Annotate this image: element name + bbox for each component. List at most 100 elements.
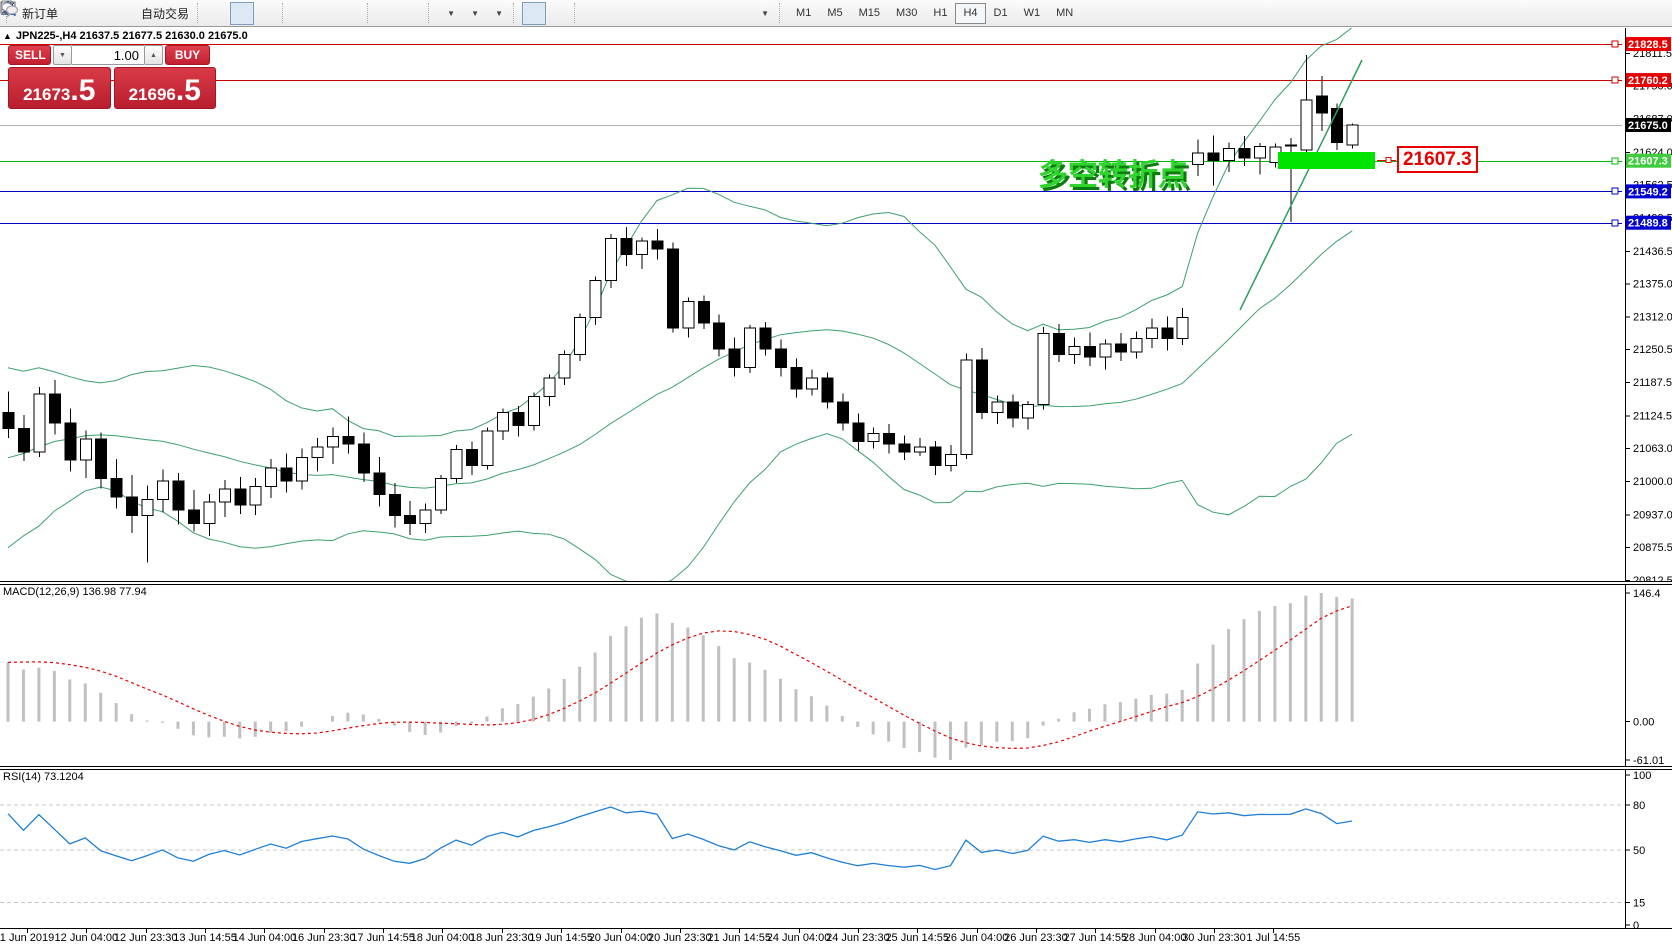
candle	[744, 324, 757, 373]
line-handle[interactable]	[1611, 157, 1619, 165]
trendline-tool-button[interactable]	[1, 2, 655, 25]
candlestick-chart-button[interactable]	[1, 1, 255, 25]
bar-chart-button[interactable]	[3, 2, 230, 25]
time-tick	[857, 929, 859, 933]
new-order-button[interactable]: 新订单	[1, 0, 62, 25]
chart-window: 21811.521750.021687.021624.021562.521499…	[0, 27, 1672, 949]
price-tick-label: 21000.0	[1633, 476, 1672, 488]
crosshair-tool-button[interactable]	[1, 1, 570, 25]
candle	[589, 276, 602, 325]
timeframe-w1-button[interactable]: W1	[1016, 3, 1049, 24]
horizontal-line-tool-button[interactable]	[2, 2, 631, 25]
candle	[1238, 136, 1251, 167]
time-label: 1 Jun 2019	[0, 932, 55, 944]
candle	[1315, 75, 1328, 131]
text-tool-button[interactable]: A	[4, 1, 727, 25]
timeframe-m5-button[interactable]: M5	[819, 3, 850, 24]
price-callout-label[interactable]: 21607.3	[1397, 146, 1478, 173]
chart-title: ▲ JPN225-,H4 21637.5 21677.5 21630.0 216…	[3, 30, 248, 42]
candle	[311, 437, 324, 472]
tile-windows-button[interactable]	[2, 2, 363, 25]
candle	[1145, 318, 1158, 349]
dropdown-caret-icon: ▼	[495, 8, 503, 18]
community-button[interactable]	[1, 1, 110, 25]
turning-point-annotation[interactable]: 多空转折点	[1038, 159, 1188, 192]
chart-shift-button[interactable]	[4, 2, 424, 25]
time-tick	[679, 929, 681, 933]
zoom-out-button[interactable]	[2, 1, 339, 25]
signals-button[interactable]	[2, 2, 134, 25]
callout-handle[interactable]	[1385, 157, 1392, 163]
candle	[790, 358, 803, 398]
periods-button[interactable]: ▼	[1, 1, 485, 25]
news-button[interactable]	[1, 2, 86, 25]
timeframe-h4-button[interactable]: H4	[955, 2, 986, 24]
auto-scroll-button[interactable]	[2, 2, 400, 25]
time-tick	[976, 929, 978, 933]
timeframe-mn-button[interactable]: MN	[1048, 3, 1081, 24]
time-axis[interactable]: 1 Jun 2019 12 Jun 04:00 12 Jun 23:30 13 Jun…	[0, 928, 1672, 949]
buy-price-panel[interactable]: 21696 .5	[113, 67, 216, 109]
time-label: 21 Jun 14:55	[707, 932, 771, 944]
fibonacci-tool-button[interactable]: F	[2, 2, 703, 25]
candle	[651, 228, 664, 260]
volume-input[interactable]: 1.00	[72, 45, 144, 65]
line-chart-button[interactable]	[1, 2, 278, 25]
timeframe-m30-button[interactable]: M30	[888, 3, 925, 24]
price-badge: 21760.2	[1626, 73, 1671, 88]
candle	[867, 427, 880, 449]
main-chart-canvas[interactable]: 21811.521750.021687.021624.021562.521499…	[0, 28, 1672, 581]
candle	[481, 427, 494, 470]
candle	[110, 458, 123, 509]
svg-text:21607.3: 21607.3	[1628, 156, 1668, 168]
volume-decrease-button[interactable]: ▼	[53, 45, 72, 65]
text-label-tool-button[interactable]: T	[1, 2, 751, 25]
time-tick	[205, 929, 207, 933]
candle	[2, 391, 15, 438]
timeframe-d1-button[interactable]: D1	[986, 3, 1016, 24]
candle	[172, 473, 185, 525]
zoom-in-button[interactable]	[2, 1, 315, 25]
candle	[836, 393, 849, 431]
equidistant-channel-tool-button[interactable]: E	[0, 1, 679, 25]
toolbar-separator	[367, 3, 373, 23]
pane-separator[interactable]	[0, 766, 1672, 770]
price-tick-label: 21312.0	[1633, 312, 1672, 324]
time-tick	[145, 929, 147, 933]
line-handle[interactable]	[1611, 187, 1619, 195]
vertical-line-tool-button[interactable]	[7, 2, 607, 25]
price-badge: 21675.0	[1626, 118, 1671, 133]
cursor-tool-button[interactable]	[4, 1, 547, 25]
time-label: 20 Jun 04:00	[588, 932, 653, 944]
candle	[496, 408, 509, 440]
candle	[435, 474, 448, 514]
line-handle[interactable]	[1611, 40, 1619, 48]
candle	[64, 408, 77, 472]
svg-text:21675.0: 21675.0	[1628, 120, 1668, 132]
volume-increase-button[interactable]: ▲	[144, 45, 163, 65]
templates-button[interactable]: ▼	[0, 2, 509, 25]
time-tick	[1214, 929, 1215, 933]
autotrading-button[interactable]: 自动交易	[0, 1, 193, 25]
pane-separator[interactable]	[0, 581, 1672, 585]
sell-button[interactable]: SELL	[8, 45, 51, 65]
candle	[1084, 332, 1096, 367]
arrows-tool-button[interactable]: ▼	[2, 2, 775, 25]
highlight-rectangle[interactable]	[1278, 152, 1375, 169]
time-label: 19 Jun 14:55	[529, 932, 593, 944]
trendline[interactable]	[1239, 59, 1363, 311]
candle	[95, 432, 108, 489]
line-handle[interactable]	[1611, 76, 1619, 84]
timeframe-m15-button[interactable]: M15	[851, 3, 888, 24]
timeframe-h1-button[interactable]: H1	[925, 3, 955, 24]
indicators-button[interactable]: ▼	[1, 0, 461, 25]
buy-button[interactable]: BUY	[165, 45, 210, 65]
rsi-label: RSI(14) 73.1204	[3, 771, 84, 783]
oneclick-toggle-icon[interactable]: ▲	[3, 31, 12, 41]
line-handle[interactable]	[1611, 219, 1619, 227]
timeframe-m1-button[interactable]: M1	[788, 3, 819, 24]
candle	[33, 387, 46, 457]
sell-price-panel[interactable]: 21673 .5	[8, 67, 111, 109]
time-label: 24 Jun 04:00	[766, 932, 831, 944]
time-label: 30 Jun 23:30	[1182, 932, 1246, 944]
